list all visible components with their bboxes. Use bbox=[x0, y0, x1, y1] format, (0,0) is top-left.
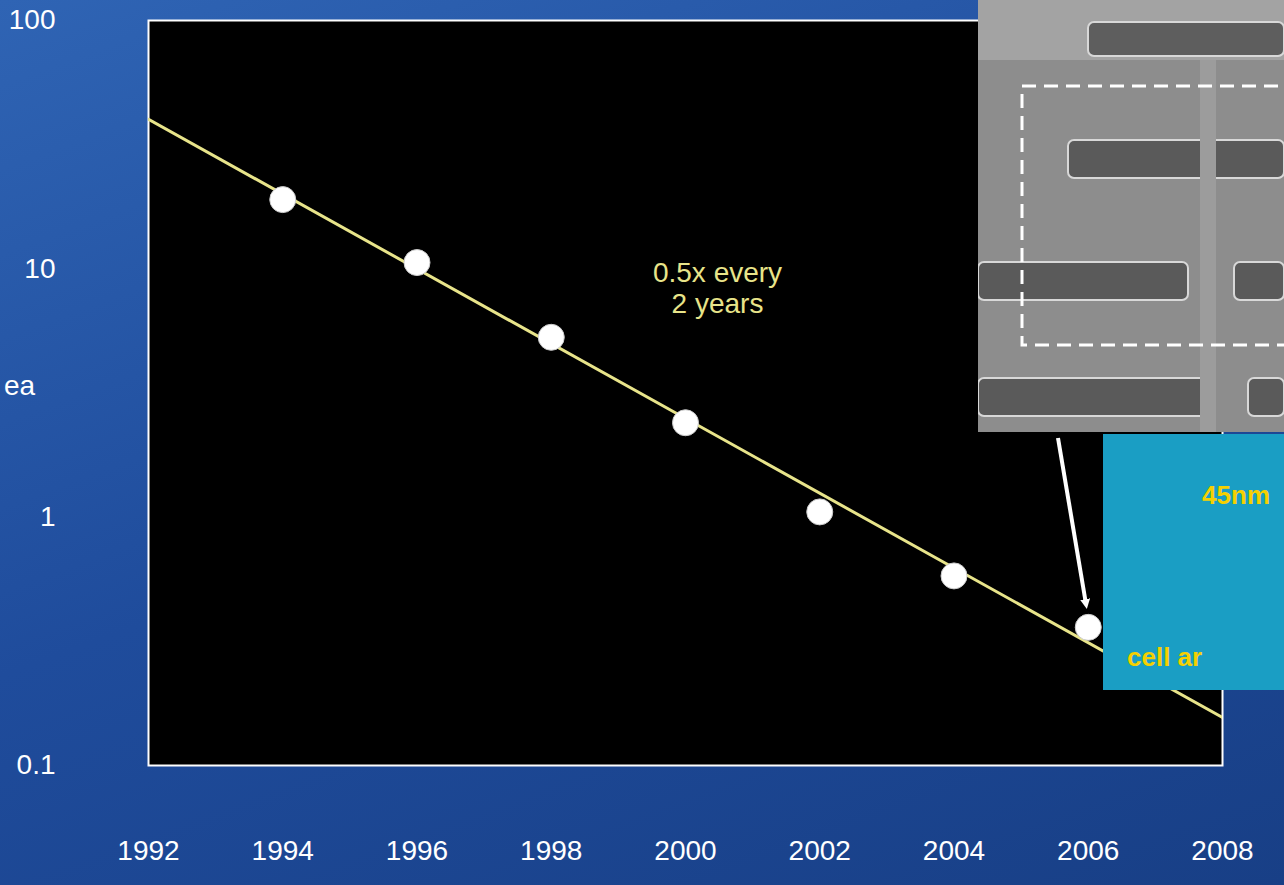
svg-text:1998: 1998 bbox=[520, 835, 582, 866]
svg-text:2004: 2004 bbox=[923, 835, 985, 866]
svg-text:1994: 1994 bbox=[252, 835, 314, 866]
svg-text:1996: 1996 bbox=[386, 835, 448, 866]
svg-text:0.5x every2 years: 0.5x every2 years bbox=[653, 257, 782, 319]
svg-text:100: 100 bbox=[9, 4, 56, 35]
html-text:45nm: 45nm bbox=[1202, 480, 1270, 510]
svg-text:0.1: 0.1 bbox=[17, 749, 56, 780]
svg-text:2000: 2000 bbox=[654, 835, 716, 866]
svg-text:10: 10 bbox=[24, 253, 55, 284]
svg-text:2002: 2002 bbox=[789, 835, 851, 866]
html-text:ea: ea bbox=[4, 370, 36, 401]
svg-text:2006: 2006 bbox=[1057, 835, 1119, 866]
html-text:cell ar: cell ar bbox=[1127, 642, 1203, 672]
svg-text:1992: 1992 bbox=[117, 835, 179, 866]
svg-text:2008: 2008 bbox=[1191, 835, 1253, 866]
svg-text:1: 1 bbox=[40, 501, 56, 532]
